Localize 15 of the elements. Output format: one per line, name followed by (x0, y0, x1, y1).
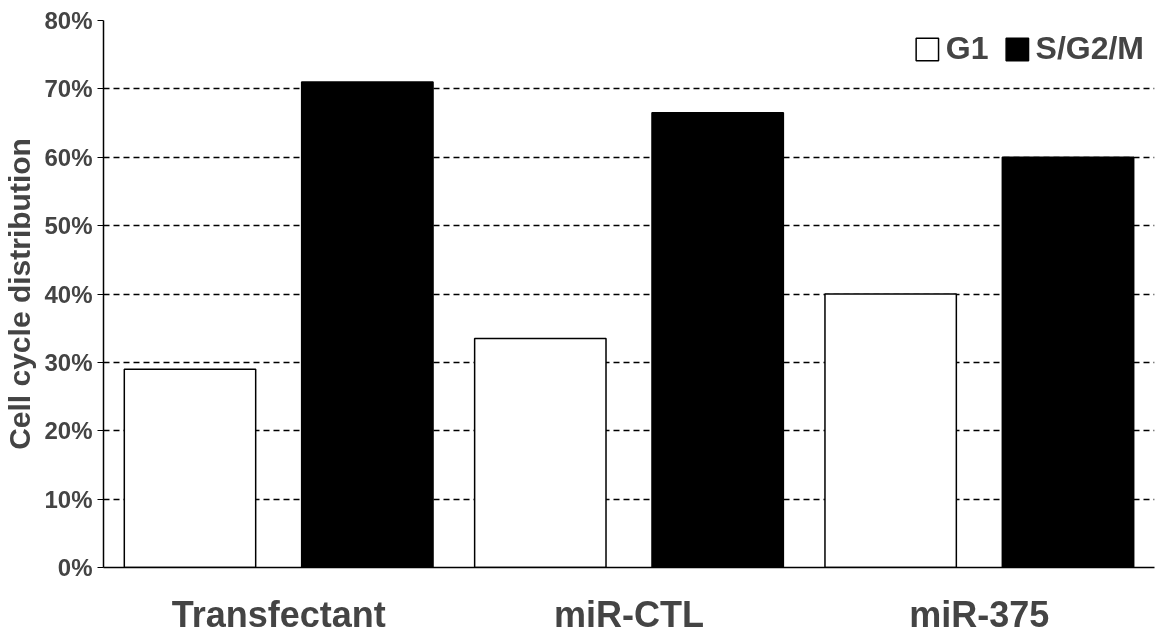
y-tick-label: 60% (44, 143, 93, 171)
x-tick-label: miR-375 (909, 593, 1050, 635)
y-tick-label: 20% (44, 417, 93, 445)
y-tick-label: 30% (44, 348, 93, 376)
y-tick-label: 50% (44, 212, 93, 240)
legend-label: S/G2/M (1035, 30, 1144, 67)
y-tick-label: 80% (44, 7, 93, 34)
y-axis-title: Cell cycle distribution (3, 138, 37, 450)
legend-label: G1 (945, 30, 989, 67)
y-tick-label: 70% (44, 75, 93, 103)
x-tick-label: miR-CTL (554, 593, 704, 635)
y-tick-label: 10% (44, 485, 93, 513)
x-tick-label: Transfectant (171, 593, 386, 635)
y-tick-label: 40% (44, 280, 93, 308)
y-tick-label: 0% (57, 554, 93, 581)
